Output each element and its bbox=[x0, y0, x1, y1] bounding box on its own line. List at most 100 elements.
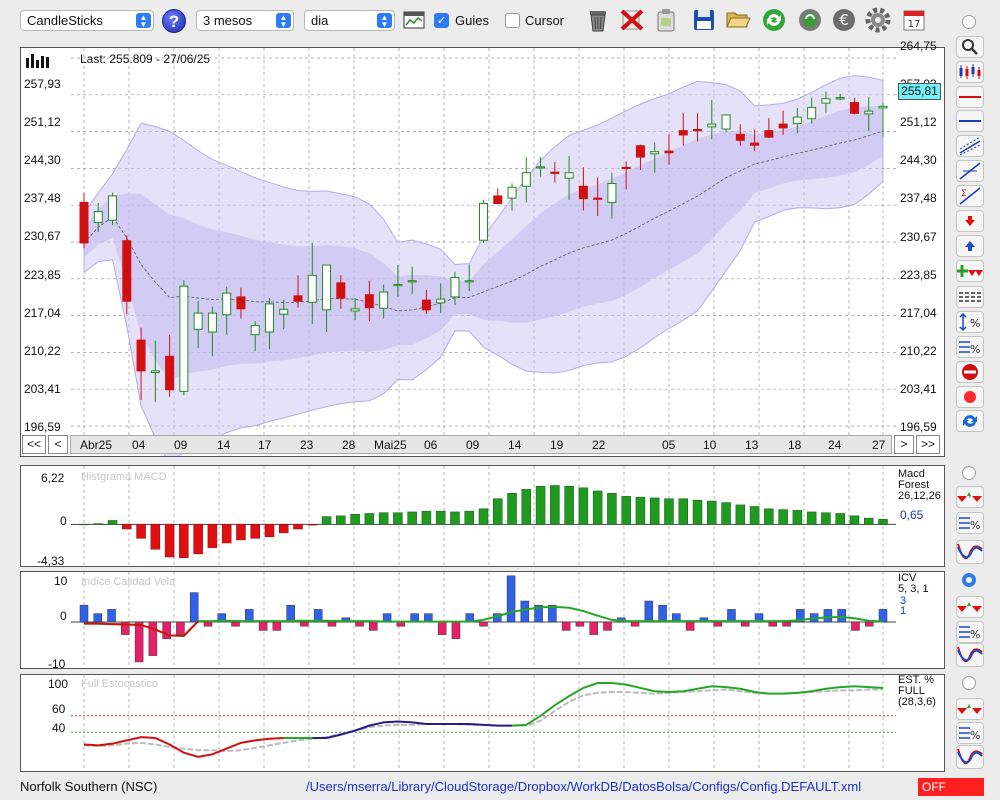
channel-button[interactable] bbox=[956, 135, 984, 157]
arrow-down-button[interactable] bbox=[956, 210, 984, 232]
stoch-signals-button[interactable] bbox=[956, 698, 984, 720]
date-tick: 17 bbox=[258, 438, 272, 452]
currency-icon[interactable]: € bbox=[830, 6, 858, 34]
stoch-curve-button[interactable] bbox=[956, 745, 984, 769]
nav-next-button[interactable]: > bbox=[894, 435, 914, 454]
arrow-up-button[interactable] bbox=[956, 235, 984, 257]
price-tick-right: 196,59 bbox=[900, 420, 937, 434]
candle-body bbox=[593, 197, 603, 200]
red-line-button[interactable] bbox=[956, 86, 984, 108]
icv-bar bbox=[768, 621, 778, 627]
calendar-icon[interactable]: 17 bbox=[900, 6, 928, 34]
macd-bar bbox=[635, 496, 646, 525]
icv-curve-button[interactable] bbox=[956, 643, 984, 667]
icv-lines-percent-button[interactable]: % bbox=[956, 621, 984, 643]
date-tick: 04 bbox=[132, 438, 146, 452]
blue-line-button[interactable] bbox=[956, 110, 984, 132]
arrow-signals-icon bbox=[957, 492, 982, 502]
icv-bar bbox=[327, 621, 337, 627]
price-tick-right: 217,04 bbox=[900, 305, 937, 320]
stoch-lines-percent-button[interactable]: % bbox=[956, 722, 984, 744]
macd-bar bbox=[735, 504, 746, 525]
status-badge[interactable]: OFF bbox=[918, 778, 984, 796]
price-tick-left: 237,48 bbox=[24, 191, 61, 206]
sum-trend-button[interactable]: Σ bbox=[956, 185, 984, 207]
period-select[interactable]: 3 mesos ▲ ▼ bbox=[196, 10, 294, 31]
icv-bar bbox=[437, 621, 447, 635]
icv-bar bbox=[369, 621, 378, 631]
stop-button[interactable] bbox=[956, 361, 984, 383]
icv-bar bbox=[713, 621, 722, 627]
stoch-grid bbox=[71, 675, 896, 771]
stoch-chart[interactable] bbox=[21, 675, 944, 771]
candle-body bbox=[108, 195, 118, 221]
icv-bar bbox=[589, 621, 598, 635]
config-path-link[interactable]: /Users/mserra/Library/CloudStorage/Dropb… bbox=[306, 779, 862, 794]
sync-icon[interactable] bbox=[796, 6, 824, 34]
refresh-icon[interactable] bbox=[760, 6, 788, 34]
macd-curve-button[interactable] bbox=[956, 540, 984, 564]
range-percent-icon: % bbox=[959, 313, 980, 331]
nav-last-button[interactable]: >> bbox=[916, 435, 940, 454]
trash-icon[interactable] bbox=[584, 6, 612, 34]
record-button[interactable] bbox=[956, 386, 984, 408]
icv-ymin: -10 bbox=[48, 657, 66, 671]
price-tick-left: 230,67 bbox=[24, 229, 61, 244]
candle-body bbox=[293, 295, 303, 302]
macd-chart[interactable] bbox=[21, 466, 944, 566]
icv-bar bbox=[603, 621, 612, 631]
swap-button[interactable] bbox=[956, 410, 984, 432]
oscillator-curve-icon bbox=[957, 646, 983, 663]
stoch-panel-radio[interactable] bbox=[962, 676, 976, 690]
chart-type-select[interactable]: CandleSticks ▲ ▼ bbox=[20, 10, 154, 31]
icv-bar bbox=[258, 621, 268, 631]
clipboard-icon[interactable] bbox=[652, 6, 680, 34]
icv-panel-radio[interactable] bbox=[962, 573, 976, 587]
cursor-checkbox[interactable] bbox=[505, 13, 520, 28]
icv-signals-button[interactable] bbox=[956, 596, 984, 618]
icv-bar bbox=[93, 613, 103, 623]
candle-body bbox=[521, 172, 531, 187]
macd-bar bbox=[236, 524, 246, 541]
gear-icon[interactable] bbox=[864, 6, 892, 34]
lines-dashed-button[interactable] bbox=[956, 286, 984, 308]
icv-name: ICV bbox=[898, 572, 917, 584]
add-signal-button[interactable] bbox=[956, 260, 984, 282]
folder-open-icon[interactable] bbox=[724, 6, 752, 34]
help-icon[interactable]: ? bbox=[162, 9, 186, 33]
candle-body bbox=[536, 166, 546, 169]
macd-bar bbox=[878, 519, 888, 525]
macd-panel-radio[interactable] bbox=[962, 466, 976, 480]
candles-mode-button[interactable] bbox=[956, 61, 984, 83]
interval-select[interactable]: dia ▲ ▼ bbox=[304, 10, 395, 31]
save-icon[interactable] bbox=[690, 6, 718, 34]
trendline-button[interactable] bbox=[956, 160, 984, 182]
candle-body bbox=[322, 264, 332, 311]
price-chart[interactable] bbox=[21, 48, 944, 456]
main-panel-radio[interactable] bbox=[962, 15, 976, 29]
macd-bar bbox=[164, 524, 175, 558]
zoom-button[interactable] bbox=[956, 36, 984, 58]
nav-prev-button[interactable]: < bbox=[48, 435, 68, 454]
candle-body bbox=[564, 172, 574, 179]
icv-bar bbox=[851, 621, 860, 631]
candle-body bbox=[421, 299, 431, 311]
macd-bar bbox=[464, 510, 474, 525]
candle-body bbox=[193, 312, 203, 330]
range-percent-button[interactable]: % bbox=[956, 311, 984, 333]
candle-body bbox=[264, 303, 274, 333]
macd-bar bbox=[250, 524, 260, 539]
candle-body bbox=[79, 201, 89, 244]
guides-checkbox[interactable]: ✓ bbox=[434, 13, 449, 28]
icv-chart[interactable] bbox=[21, 572, 944, 668]
delete-icon[interactable] bbox=[618, 6, 646, 34]
nav-first-button[interactable]: << bbox=[22, 435, 46, 454]
macd-lines-percent-button[interactable]: % bbox=[956, 512, 984, 534]
macd-signals-button[interactable] bbox=[956, 486, 984, 508]
lines-percent-button[interactable]: % bbox=[956, 336, 984, 358]
candles-icon bbox=[959, 64, 981, 79]
date-scroll-bar[interactable] bbox=[70, 435, 892, 454]
macd-yzero: 0 bbox=[60, 514, 67, 528]
chart-window-icon[interactable] bbox=[401, 6, 427, 34]
macd-bar bbox=[435, 510, 446, 525]
